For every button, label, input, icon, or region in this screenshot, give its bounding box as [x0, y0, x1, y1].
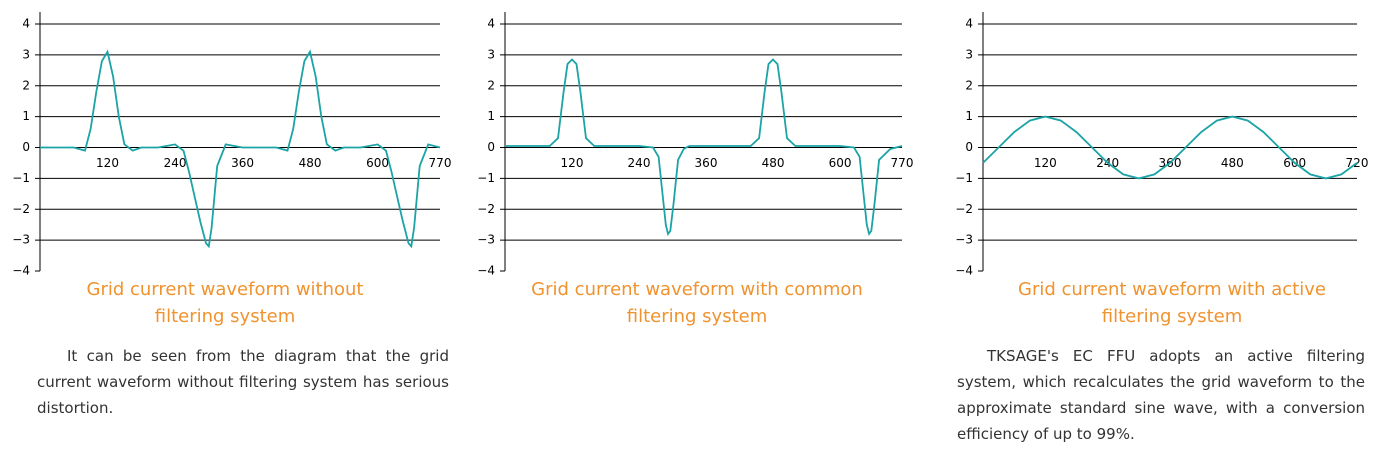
waveform	[982, 115, 1358, 180]
description: TKSAGE's EC FFU adopts an active filteri…	[957, 347, 1365, 443]
y-tick-label: 3	[22, 47, 30, 61]
y-tick-label: 4	[965, 17, 973, 31]
y-tick-label: 1	[487, 109, 495, 123]
y-tick-label: 2	[487, 78, 495, 92]
y-tick-label: −3	[12, 233, 30, 247]
y-tick-label: 2	[965, 78, 973, 92]
y-tick-label: −4	[477, 264, 495, 278]
waveform	[505, 58, 903, 236]
x-tick-label: 120	[561, 156, 584, 170]
y-tick-label: −1	[12, 171, 30, 185]
x-tick-label: 240	[628, 156, 651, 170]
y-tick-label: −2	[12, 202, 30, 216]
y-tick-label: 0	[22, 140, 30, 154]
y-tick-label: −3	[955, 233, 973, 247]
y-tick-label: −1	[477, 171, 495, 185]
y-tick-label: −1	[955, 171, 973, 185]
x-tick-label: 480	[299, 156, 322, 170]
y-tick-label: 0	[487, 140, 495, 154]
x-tick-label: 770	[891, 156, 914, 170]
y-tick-label: −2	[955, 202, 973, 216]
x-tick-label: 770	[429, 156, 452, 170]
y-tick-label: 3	[965, 47, 973, 61]
y-tick-label: 1	[22, 109, 30, 123]
y-tick-label: 3	[487, 47, 495, 61]
y-tick-label: −2	[477, 202, 495, 216]
y-tick-label: 4	[22, 17, 30, 31]
y-tick-label: 2	[22, 78, 30, 92]
caption: filtering system	[1102, 306, 1243, 327]
x-tick-label: 600	[829, 156, 852, 170]
x-tick-label: 120	[1034, 156, 1057, 170]
caption: filtering system	[627, 306, 768, 327]
x-tick-label: 480	[1221, 156, 1244, 170]
x-tick-label: 360	[695, 156, 718, 170]
y-tick-label: 0	[965, 140, 973, 154]
y-tick-label: 4	[487, 17, 495, 31]
waveform	[40, 49, 441, 249]
x-tick-label: 120	[96, 156, 119, 170]
caption: filtering system	[155, 306, 296, 327]
caption: Grid current waveform with common	[531, 279, 863, 300]
caption: Grid current waveform without	[87, 279, 364, 300]
y-tick-label: 1	[965, 109, 973, 123]
description: It can be seen from the diagram that the…	[37, 347, 449, 417]
caption: Grid current waveform with active	[1018, 279, 1326, 300]
x-tick-label: 240	[164, 156, 187, 170]
y-tick-label: −4	[955, 264, 973, 278]
y-tick-label: −3	[477, 233, 495, 247]
y-tick-label: −4	[12, 264, 30, 278]
x-tick-label: 600	[366, 156, 389, 170]
x-tick-label: 360	[231, 156, 254, 170]
x-tick-label: 480	[762, 156, 785, 170]
